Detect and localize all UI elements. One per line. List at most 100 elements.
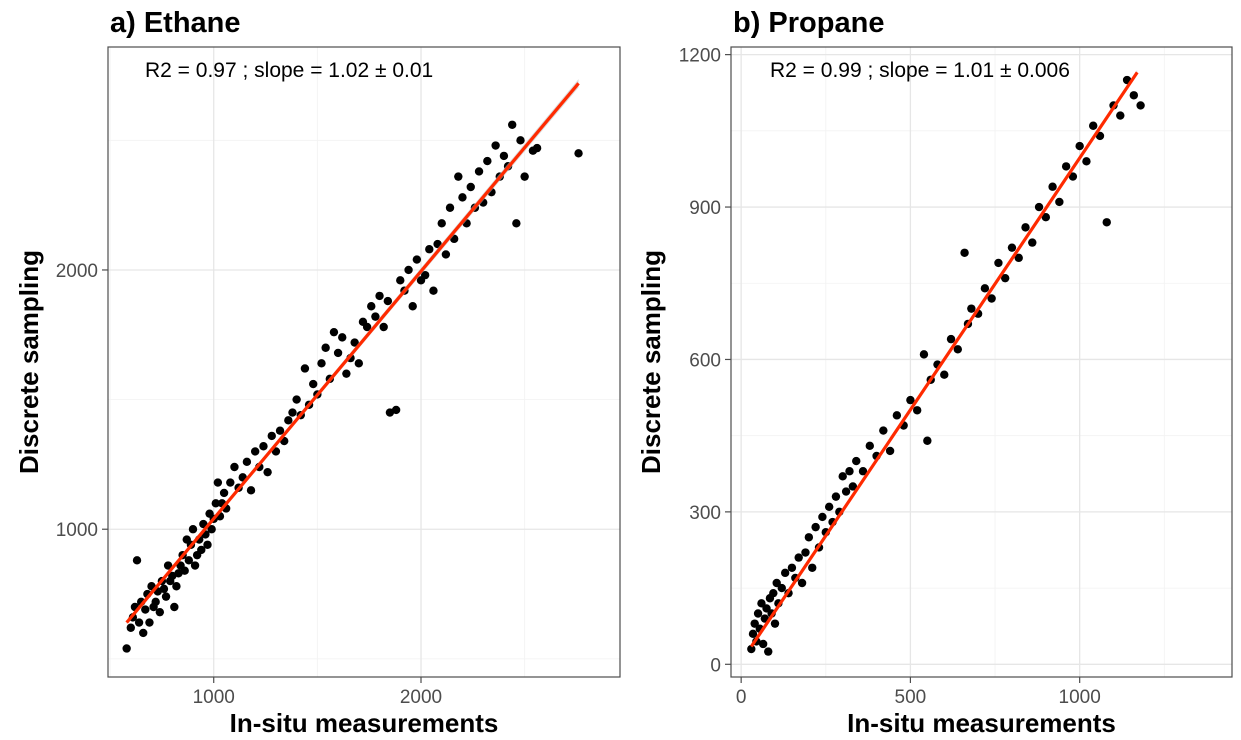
chart-1-point-66 <box>1021 223 1030 232</box>
chart-0-point-54 <box>250 447 260 456</box>
chart-0-point-0 <box>122 644 131 653</box>
chart-1-point-29 <box>818 512 827 522</box>
chart-1-point-20 <box>787 563 797 572</box>
chart-1-panel-border <box>730 46 1233 678</box>
chart-0-point-10 <box>145 618 154 627</box>
chart-0-point-99 <box>437 219 446 228</box>
chart-0-point-121 <box>532 143 542 153</box>
chart-1-point-67 <box>1028 238 1037 247</box>
chart-1-point-47 <box>906 395 915 405</box>
chart-1-point-37 <box>845 467 854 476</box>
chart-0-point-22 <box>170 602 179 612</box>
chart-0-y-tick-label-0: 1000 <box>56 520 98 541</box>
chart-1-point-63 <box>1000 273 1010 283</box>
chart-1-point-7 <box>758 639 768 649</box>
chart-0-point-112 <box>491 141 500 150</box>
chart-1-point-18 <box>780 568 790 578</box>
chart-1-point-53 <box>940 370 949 379</box>
chart-0-point-103 <box>454 172 463 181</box>
chart-0-point-91 <box>404 265 413 275</box>
chart-0-point-85 <box>379 322 388 332</box>
chart-1-point-26 <box>808 563 817 572</box>
chart-1-point-61 <box>987 294 996 303</box>
chart-0-title: a) Ethane <box>110 7 241 39</box>
chart-0-point-5 <box>134 618 144 627</box>
chart-0-point-96 <box>425 245 434 254</box>
chart-1-y-tick-label-3: 900 <box>689 198 721 219</box>
chart-0-point-81 <box>362 322 372 332</box>
chart-0-point-93 <box>412 255 422 264</box>
chart-1-point-78 <box>1102 218 1111 227</box>
chart-1-point-38 <box>848 482 858 491</box>
chart-0-point-13 <box>151 597 160 607</box>
chart-0-point-58 <box>267 431 276 441</box>
chart-1-point-6 <box>757 599 766 608</box>
chart-0-point-40 <box>207 525 216 534</box>
chart-1-point-80 <box>1116 111 1125 120</box>
chart-0-point-17 <box>159 584 169 594</box>
chart-1-point-48 <box>912 406 922 415</box>
chart-0-point-35 <box>197 545 206 555</box>
chart-0-point-83 <box>371 312 380 321</box>
chart-1-point-72 <box>1061 162 1071 171</box>
chart-0-point-84 <box>375 291 384 301</box>
chart-1-point-27 <box>811 522 820 532</box>
chart-1-y-axis-title: Discrete sampling <box>636 250 666 474</box>
chart-0-y-tick-label-1: 2000 <box>56 261 98 282</box>
chart-0-x-axis-title: In-situ measurements <box>230 708 499 738</box>
chart-1-y-tick-label-2: 600 <box>689 350 721 371</box>
chart-1-y-tick-label-0: 0 <box>710 655 721 676</box>
chart-1-point-0 <box>747 644 756 654</box>
chart-1-point-39 <box>852 456 861 466</box>
chart-1-point-64 <box>1007 243 1017 252</box>
chart-0-point-1 <box>126 623 136 632</box>
chart-0-point-89 <box>396 276 405 285</box>
chart-0-point-95 <box>420 270 430 280</box>
chart-1-point-25 <box>804 533 814 542</box>
chart-1-point-43 <box>879 426 888 435</box>
chart-1-point-2 <box>750 619 759 628</box>
chart-0-point-75 <box>338 333 347 342</box>
chart-1-point-75 <box>1082 157 1091 166</box>
chart-1-x-axis-title: In-situ measurements <box>847 708 1116 738</box>
chart-1-point-35 <box>838 472 847 481</box>
chart-1-point-58 <box>967 304 976 313</box>
chart-1-point-74 <box>1075 141 1084 151</box>
chart-1-point-77 <box>1095 131 1105 141</box>
chart-0-point-76 <box>342 369 351 378</box>
chart-0-point-32 <box>190 561 200 570</box>
chart-0-x-tick-label-0: 1000 <box>193 687 235 708</box>
chart-1-point-69 <box>1041 213 1051 222</box>
chart-0-point-100 <box>441 250 451 259</box>
chart-0-point-56 <box>259 442 268 451</box>
chart-0-point-92 <box>408 302 417 311</box>
chart-1-point-33 <box>831 492 841 501</box>
chart-1-point-54 <box>946 334 956 344</box>
chart-0-point-15 <box>155 607 165 617</box>
chart-1-point-24 <box>801 548 810 557</box>
chart-1-x-tick-label-0: 0 <box>736 687 747 708</box>
chart-1-point-23 <box>797 578 807 588</box>
chart-1-y-tick-label-4: 1200 <box>679 46 721 67</box>
chart-1-point-73 <box>1068 172 1078 181</box>
chart-0-point-78 <box>350 338 359 347</box>
chart-1-point-9 <box>762 604 771 613</box>
chart-0-point-43 <box>213 478 223 487</box>
chart-0-point-70 <box>317 359 326 368</box>
chart-1-point-10 <box>764 647 773 656</box>
chart-0-point-27 <box>180 566 189 575</box>
chart-0-point-63 <box>288 408 297 417</box>
chart-0-point-114 <box>499 151 509 161</box>
chart-0-point-48 <box>226 478 235 487</box>
chart-0-point-38 <box>203 540 212 549</box>
chart-1-point-60 <box>980 284 990 293</box>
panel-ethane: 1000 2000 1000 2000 a) Ethane In-situ measure… <box>14 7 621 738</box>
chart-0-point-60 <box>275 426 285 435</box>
chart-0-point-101 <box>445 203 455 212</box>
chart-0-point-108 <box>474 167 484 176</box>
chart-0-grid <box>108 47 620 677</box>
chart-0-point-106 <box>466 182 475 192</box>
chart-0-point-71 <box>321 343 330 352</box>
chart-0-point-104 <box>458 193 467 202</box>
